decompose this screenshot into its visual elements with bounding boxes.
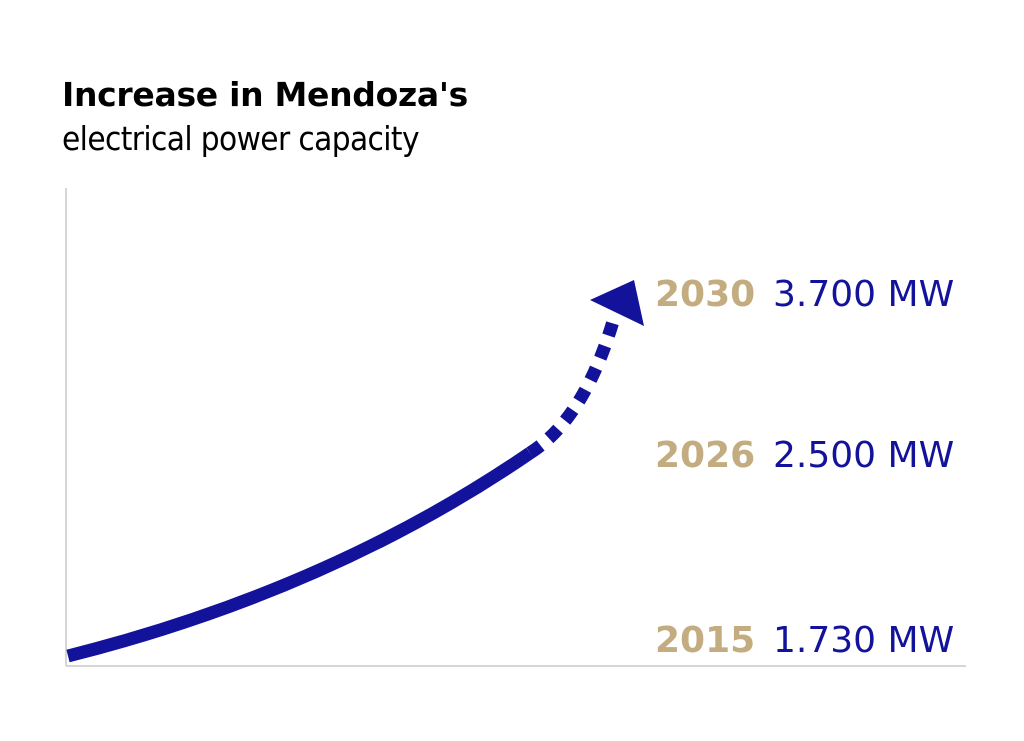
data-labels: 2030 3.700 MW 2026 2.500 MW 2015 1.730 M…: [655, 274, 954, 661]
chart-header: Increase in Mendoza's electrical power c…: [62, 72, 468, 160]
arrow-head-icon: [590, 280, 644, 326]
label-value-2026: 2.500 MW: [773, 435, 954, 476]
series-line-projection: [526, 316, 621, 459]
label-year-2026: 2026: [655, 435, 755, 476]
label-year-2030: 2030: [655, 274, 755, 315]
label-value-2015: 1.730 MW: [773, 620, 954, 661]
chart-subtitle: electrical power capacity: [62, 119, 420, 158]
series-line-solid: [66, 447, 534, 663]
series-marks: [66, 280, 644, 663]
chart-title: Increase in Mendoza's: [62, 75, 468, 114]
label-value-2030: 3.700 MW: [773, 274, 954, 315]
label-year-2015: 2015: [655, 620, 755, 661]
